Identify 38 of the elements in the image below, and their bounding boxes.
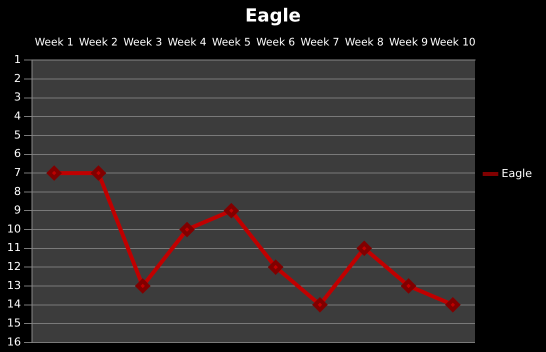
point: [136, 278, 150, 293]
y-tick-label: 4: [14, 110, 21, 122]
y-tick-label: 13: [6, 278, 21, 292]
point: [47, 166, 62, 180]
y-tick-label: 2: [14, 72, 21, 85]
y-tick-label: 15: [6, 316, 21, 330]
x-tick-label: Week 9: [389, 36, 428, 49]
x-tick-label: Week 7: [300, 36, 340, 49]
y-tick-label: 9: [14, 204, 21, 217]
y-tick-label: 8: [14, 184, 21, 198]
x-tick-label: Week 1: [34, 36, 74, 49]
y-tick-label: 7: [14, 166, 21, 179]
y-tick-label: 14: [6, 298, 21, 311]
point: [180, 222, 194, 237]
y-tick-label: 12: [6, 260, 21, 274]
x-tick-label: Week 2: [79, 36, 118, 49]
y-tick-label: 3: [14, 90, 21, 104]
x-tick-label: Week 8: [344, 36, 384, 49]
point: [402, 278, 416, 293]
y-tick-label: 1: [14, 53, 21, 66]
point: [91, 166, 106, 180]
point: [268, 260, 283, 274]
point: [357, 241, 372, 256]
legend-label: Eagle: [502, 166, 532, 180]
y-tick-label: 11: [6, 241, 21, 254]
y-tick-label: 5: [14, 128, 21, 142]
x-tick-label: Week 5: [212, 36, 251, 49]
x-tick-label: Week 3: [123, 36, 162, 49]
x-tick-label: Week 4: [168, 36, 207, 49]
point: [446, 298, 460, 312]
point: [224, 204, 238, 218]
y-tick-label: 10: [6, 222, 21, 236]
point: [312, 298, 327, 312]
y-tick-label: 16: [6, 335, 21, 348]
chart-title: Eagle: [245, 5, 301, 26]
y-tick-label: 6: [14, 147, 21, 160]
x-tick-label: Week 10: [430, 36, 476, 49]
x-tick-label: Week 6: [256, 36, 296, 49]
